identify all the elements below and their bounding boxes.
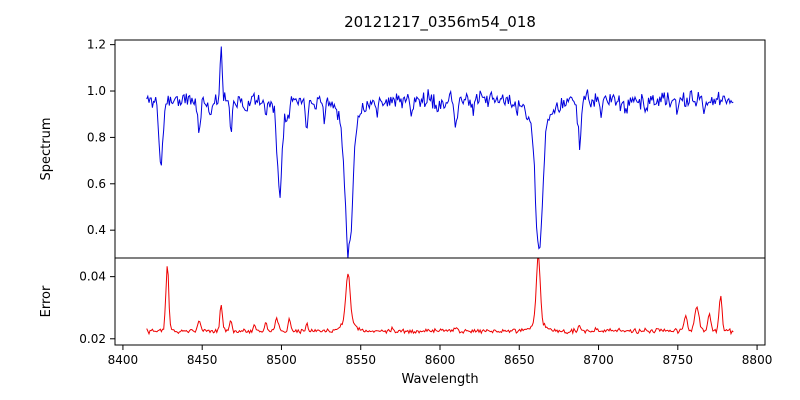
x-tick-label: 8450 bbox=[187, 353, 218, 367]
error-line bbox=[146, 258, 734, 336]
spectrum-y-tick-label: 0.6 bbox=[87, 177, 106, 191]
spectrum-y-tick-label: 0.8 bbox=[87, 130, 106, 144]
spectrum-y-tick-label: 1.2 bbox=[87, 38, 106, 52]
spectrum-line bbox=[146, 46, 734, 258]
error-y-tick-label: 0.02 bbox=[79, 332, 106, 346]
x-tick-label: 8550 bbox=[345, 353, 376, 367]
x-tick-label: 8800 bbox=[742, 353, 773, 367]
x-tick-label: 8600 bbox=[425, 353, 456, 367]
x-axis-label: Wavelength bbox=[401, 372, 478, 387]
x-tick-label: 8500 bbox=[266, 353, 297, 367]
spectrum-y-axis-label: Spectrum bbox=[39, 118, 54, 181]
x-tick-label: 8700 bbox=[583, 353, 614, 367]
error-y-axis-label: Error bbox=[39, 285, 54, 317]
spectrum-axes-frame bbox=[114, 39, 766, 259]
x-tick-label: 8750 bbox=[663, 353, 694, 367]
x-tick-label: 8400 bbox=[108, 353, 139, 367]
error-y-tick-label: 0.04 bbox=[79, 270, 106, 284]
chart-title: 20121217_0356m54_018 bbox=[344, 13, 536, 32]
spectrum-y-tick-label: 1.0 bbox=[87, 84, 106, 98]
x-tick-label: 8650 bbox=[504, 353, 535, 367]
spectrum-y-tick-label: 0.4 bbox=[87, 223, 106, 237]
